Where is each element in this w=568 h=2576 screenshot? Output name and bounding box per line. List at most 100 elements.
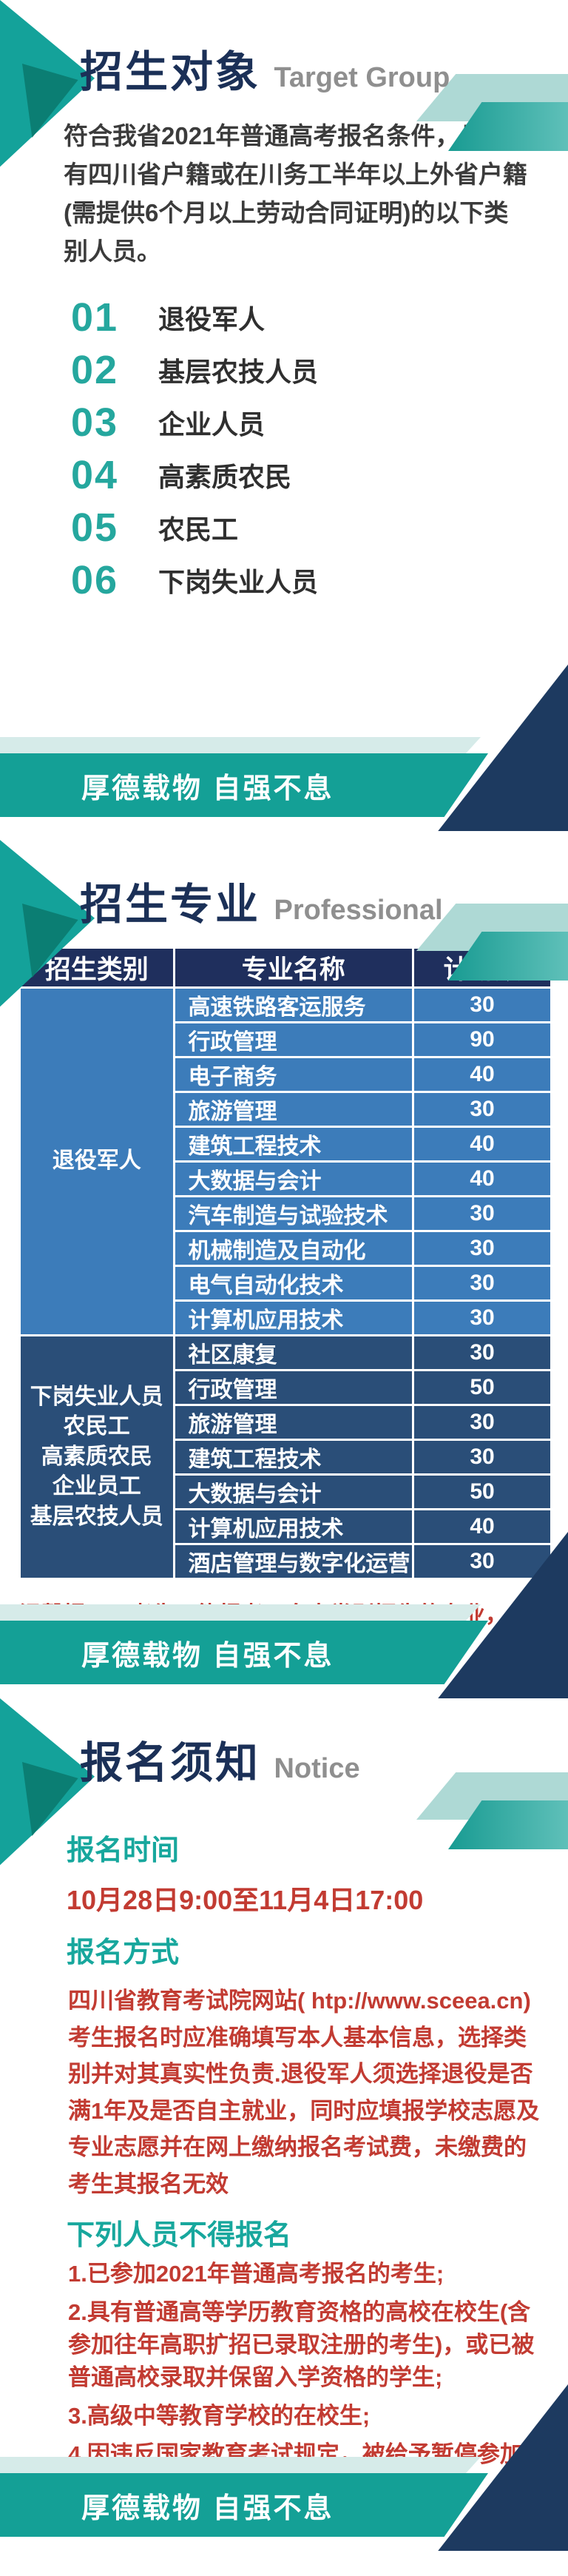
forbidden-item: 2.具有普通高等学历教育资格的高校在校生(含参加往年高职扩招已录取注册的考生)，… xyxy=(68,2298,535,2390)
banner-light-strip xyxy=(0,2457,481,2475)
forbidden-item: 1.已参加2021年普通高考报名的考生; xyxy=(68,2260,444,2287)
section-subtitle: Professional xyxy=(274,895,443,926)
table-row: 行政管理 50 xyxy=(20,1369,552,1406)
plan-cell: 90 xyxy=(412,1021,552,1058)
motto-text: 厚德载物 自强不息 xyxy=(81,773,334,804)
list-item: 05 农民工 xyxy=(71,504,568,551)
table-row: 机械制造及自动化 30 xyxy=(20,1230,552,1267)
plan-cell: 40 xyxy=(412,1126,552,1163)
table-row: 电气自动化技术 30 xyxy=(20,1265,552,1302)
list-item: 03 企业人员 xyxy=(71,399,568,446)
major-cell: 建筑工程技术 xyxy=(172,1126,415,1163)
table-row: 计算机应用技术 40 xyxy=(20,1508,552,1545)
section-notice: 报名须知 Notice 报名时间 10月28日9:00至11月4日17:00 报… xyxy=(0,1698,568,2576)
table-row: 电子商务 40 xyxy=(20,1056,552,1093)
table-row: 旅游管理 30 xyxy=(20,1404,552,1441)
plan-cell: 40 xyxy=(412,1056,552,1093)
plan-cell: 30 xyxy=(412,1404,552,1441)
banner-light-strip xyxy=(0,1604,481,1623)
section-title: 招生对象 xyxy=(80,48,261,96)
major-cell: 机械制造及自动化 xyxy=(172,1230,415,1267)
major-cell: 酒店管理与数字化运营 xyxy=(172,1543,415,1580)
banner-band: 厚德载物 自强不息 xyxy=(0,753,488,817)
major-cell: 建筑工程技术 xyxy=(172,1439,415,1476)
section-title: 招生专业 xyxy=(80,881,261,929)
majors-table: 招生类别 专业名称 计划数 退役军人 高速铁路客运服务 30 行政管理 90 电子… xyxy=(18,946,552,1580)
section-header: 招生专业 Professional xyxy=(0,840,568,935)
banner-band: 厚德载物 自强不息 xyxy=(0,2473,488,2537)
table-row: 下岗失业人员 农民工 高素质农民 企业员工 基层农技人员 社区康复 30 xyxy=(18,1334,552,1580)
plan-cell: 30 xyxy=(412,1230,552,1267)
time-label: 报名时间 xyxy=(67,1835,180,1866)
item-number: 01 xyxy=(71,295,119,340)
banner-light-strip xyxy=(0,737,481,756)
section-header: 招生对象 Target Group xyxy=(0,0,568,102)
item-label: 基层农技人员 xyxy=(158,356,319,387)
major-cell: 旅游管理 xyxy=(172,1404,415,1441)
section-subtitle: Target Group xyxy=(274,62,450,93)
motto-banner: 厚德载物 自强不息 xyxy=(0,665,568,838)
major-cell: 汽车制造与试验技术 xyxy=(172,1195,415,1232)
item-label: 企业人员 xyxy=(158,408,266,440)
table-row: 建筑工程技术 30 xyxy=(20,1439,552,1476)
item-label: 农民工 xyxy=(158,514,239,545)
table-row: 大数据与会计 50 xyxy=(20,1473,552,1510)
major-cell: 社区康复 xyxy=(172,1334,415,1371)
major-cell: 旅游管理 xyxy=(172,1091,415,1128)
section-target-group: 招生对象 Target Group 符合我省2021年普通高考报名条件，且具有四… xyxy=(0,0,568,840)
col-header-plan: 计划数 xyxy=(412,946,552,989)
major-cell: 高速铁路客运服务 xyxy=(172,986,415,1023)
table-row: 计算机应用技术 30 xyxy=(20,1299,552,1336)
list-item: 06 下岗失业人员 xyxy=(71,556,568,604)
table-row: 退役军人 高速铁路客运服务 30 xyxy=(18,986,552,1336)
item-label: 下岗失业人员 xyxy=(158,566,319,597)
section-title: 报名须知 xyxy=(80,1739,261,1787)
motto-banner: 厚德载物 自强不息 xyxy=(0,2384,568,2558)
time-value: 10月28日9:00至11月4日17:00 xyxy=(67,1885,424,1915)
method-text: 四川省教育考试院网站( htp://www.sceea.cn) 考生报名时应准确… xyxy=(68,1988,540,2197)
plan-cell: 50 xyxy=(412,1369,552,1406)
section-subtitle: Notice xyxy=(274,1753,360,1784)
plan-cell: 30 xyxy=(412,1195,552,1232)
plan-cell: 30 xyxy=(412,1091,552,1128)
major-cell: 行政管理 xyxy=(172,1369,415,1406)
plan-cell: 30 xyxy=(412,1439,552,1476)
plan-cell: 40 xyxy=(412,1508,552,1545)
list-item: 01 退役军人 xyxy=(71,294,568,341)
forbidden-item: 3.高级中等教育学校的在校生; xyxy=(68,2402,371,2429)
list-item: 02 基层农技人员 xyxy=(71,346,568,394)
motto-text: 厚德载物 自强不息 xyxy=(81,2492,334,2524)
motto-banner: 厚德载物 自强不息 xyxy=(0,1532,568,1706)
col-header-major: 专业名称 xyxy=(172,946,415,989)
plan-cell: 50 xyxy=(412,1473,552,1510)
major-cell: 大数据与会计 xyxy=(172,1473,415,1510)
category-cell: 下岗失业人员 农民工 高素质农民 企业员工 基层农技人员 xyxy=(18,1334,175,1580)
plan-cell: 30 xyxy=(412,1334,552,1371)
plan-cell: 40 xyxy=(412,1160,552,1197)
intro-paragraph: 符合我省2021年普通高考报名条件，且具有四川省户籍或在川务工半年以上外省户籍(… xyxy=(64,122,527,266)
item-number: 02 xyxy=(71,347,119,392)
major-cell: 计算机应用技术 xyxy=(172,1299,415,1336)
table-header-row: 招生类别 专业名称 计划数 xyxy=(18,946,552,989)
major-cell: 大数据与会计 xyxy=(172,1160,415,1197)
forbidden-label: 下列人员不得报名 xyxy=(67,2219,292,2251)
table-row: 建筑工程技术 40 xyxy=(20,1126,552,1163)
major-cell: 计算机应用技术 xyxy=(172,1508,415,1545)
table-row: 旅游管理 30 xyxy=(20,1091,552,1128)
major-cell: 电气自动化技术 xyxy=(172,1265,415,1302)
plan-cell: 30 xyxy=(412,1299,552,1336)
table-row: 大数据与会计 40 xyxy=(20,1160,552,1197)
table-row: 汽车制造与试验技术 30 xyxy=(20,1195,552,1232)
item-number: 06 xyxy=(71,557,119,602)
plan-cell: 30 xyxy=(412,1265,552,1302)
item-number: 05 xyxy=(71,505,119,550)
motto-text: 厚德载物 自强不息 xyxy=(81,1640,334,1672)
item-number: 03 xyxy=(71,400,119,445)
list-item: 04 高素质农民 xyxy=(71,451,568,499)
category-cell: 退役军人 xyxy=(18,986,175,1336)
method-label: 报名方式 xyxy=(67,1937,180,1968)
plan-cell: 30 xyxy=(412,986,552,1023)
section-header: 报名须知 Notice xyxy=(0,1698,568,1793)
item-label: 退役军人 xyxy=(158,303,266,334)
